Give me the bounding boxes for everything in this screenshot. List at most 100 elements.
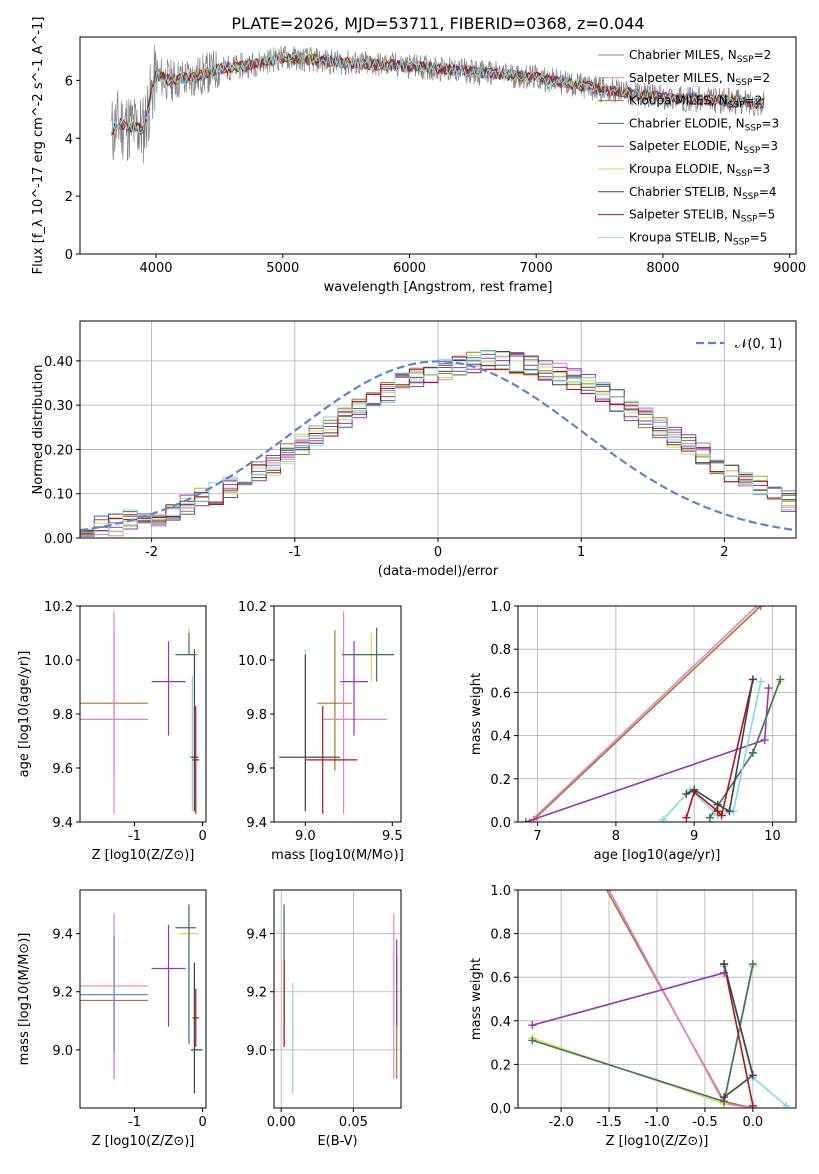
- x-tick-label: -1: [128, 1115, 141, 1130]
- weight-line: [529, 606, 758, 822]
- weight-marker: [748, 675, 757, 684]
- y-tick-label: 0.0: [490, 1102, 511, 1117]
- x-axis-label: age [log10(age/yr)]: [594, 848, 721, 863]
- x-tick-label: 2: [720, 545, 728, 560]
- x-tick-label: 0.05: [339, 1115, 368, 1130]
- y-axis-label: mass weight: [469, 958, 484, 1040]
- weight-line: [533, 606, 762, 821]
- weight-marker: [756, 677, 765, 686]
- y-axis-label: Flux [f_λ 10^-17 erg cm^-2 s^-1 A^-1]: [31, 17, 46, 275]
- y-tick-label: 0.00: [44, 532, 73, 547]
- y-tick-label: 9.0: [52, 1044, 73, 1059]
- y-tick-label: 9.6: [52, 762, 73, 777]
- y-tick-label: 0.10: [44, 488, 73, 503]
- legend: Chabrier MILES, NSSP=2 Salpeter MILES, NS…: [598, 48, 779, 247]
- weight-marker: [600, 882, 608, 890]
- y-axis-label: mass [log10(M/M⊙)]: [17, 933, 32, 1066]
- legend-entry: Chabrier STELIB, NSSP=4: [629, 185, 777, 202]
- x-tick-label: 0.0: [743, 1115, 764, 1130]
- y-tick-label: 9.4: [52, 816, 73, 831]
- x-axis-label: Z [log10(Z/Z⊙)]: [92, 1134, 195, 1149]
- y-tick-label: 10.0: [238, 654, 267, 669]
- x-tick-label: 5000: [266, 261, 299, 276]
- y-tick-label: 0.8: [490, 928, 511, 943]
- y-tick-label: 1.0: [490, 600, 511, 615]
- weight-marker: [748, 1101, 757, 1108]
- axes-frame: [273, 605, 402, 823]
- y-axis-label: mass weight: [469, 673, 484, 755]
- weight-line: [723, 963, 754, 1106]
- x-tick-label: 9: [690, 829, 698, 844]
- weight-line: [709, 679, 782, 819]
- weight-marker: [760, 735, 769, 744]
- axes-weight_vs_Z: -2.0 -1.5 -1.0 -0.5 0.0 0.0 0.2 0.4 0.6 0.8 1.0 Z […: [469, 882, 797, 1149]
- y-tick-label: 10.2: [44, 600, 73, 615]
- y-tick-label: 0.2: [490, 773, 511, 788]
- weight-marker: [764, 684, 773, 693]
- axes-frame: [79, 889, 207, 1109]
- plot-area: [111, 45, 765, 164]
- legend-entry: Chabrier ELODIE, NSSP=3: [629, 116, 779, 133]
- x-tick-label: -1: [128, 829, 141, 844]
- x-tick-label: 0: [198, 1115, 206, 1130]
- axes-spectrum: 4000 5000 6000 7000 8000 9000 0 2 4 6 wavelength […: [31, 17, 806, 295]
- y-axis-label: age [log10(age/yr)]: [17, 651, 32, 778]
- x-axis-label: (data-model)/error: [378, 564, 499, 579]
- x-tick-label: 8: [612, 829, 620, 844]
- axes-age_vs_mass: 9.0 9.5 9.4 9.6 9.8 10.0 10.2 mass [log10(M/M⊙)…: [238, 600, 404, 863]
- plot-area: [528, 882, 791, 1108]
- x-tick-label: -1.5: [596, 1115, 621, 1130]
- y-tick-label: 9.8: [52, 708, 73, 723]
- weight-line: [686, 679, 754, 813]
- weight-marker: [528, 1036, 537, 1045]
- weight-marker: [521, 818, 530, 822]
- y-tick-label: 0.40: [44, 355, 73, 370]
- axes-mass_vs_EBV: 0.00 0.05 9.0 9.2 9.4 E(B-V): [246, 889, 402, 1149]
- x-axis-label: Z [log10(Z/Z⊙)]: [92, 848, 195, 863]
- x-tick-label: -2.0: [548, 1115, 573, 1130]
- x-tick-label: 9.5: [382, 829, 403, 844]
- y-tick-label: 9.6: [246, 762, 267, 777]
- legend-entry: Chabrier MILES, NSSP=2: [629, 48, 771, 65]
- plot-area: [80, 350, 796, 537]
- axes-frame: [79, 36, 797, 255]
- weight-line: [723, 966, 787, 1107]
- weight-marker: [525, 818, 534, 822]
- axes-mass_vs_Z: -1 0 9.0 9.2 9.4 Z [log10(Z/Z⊙)] mass [log10(M…: [17, 889, 207, 1149]
- y-tick-label: 0.6: [490, 971, 511, 986]
- plot-area: [80, 904, 203, 1094]
- x-tick-label: 9000: [773, 261, 806, 276]
- x-tick-label: -2: [145, 545, 158, 560]
- x-tick-label: 4000: [139, 261, 172, 276]
- axes-frame: [517, 605, 797, 823]
- weight-marker: [725, 807, 734, 816]
- x-axis-label: E(B-V): [317, 1134, 357, 1149]
- y-tick-label: 0: [65, 248, 73, 263]
- axes-frame: [79, 605, 207, 823]
- weight-line: [532, 966, 754, 1105]
- weight-line: [532, 963, 754, 1103]
- legend-entry: Kroupa ELODIE, NSSP=3: [629, 162, 770, 179]
- y-tick-label: 0.2: [490, 1058, 511, 1073]
- x-axis-label: Z [log10(Z/Z⊙)]: [606, 1134, 709, 1149]
- weight-marker: [682, 813, 691, 822]
- y-tick-label: 9.0: [246, 1044, 267, 1059]
- weight-marker: [748, 748, 757, 757]
- x-tick-label: -1.0: [644, 1115, 669, 1130]
- y-tick-label: 0.0: [490, 816, 511, 831]
- weight-line: [525, 688, 770, 822]
- y-tick-label: 9.2: [246, 986, 267, 1001]
- legend-entry: Kroupa STELIB, NSSP=5: [629, 230, 767, 247]
- gaussian-curve: [80, 360, 796, 532]
- x-axis-label: wavelength [Angstrom, rest frame]: [324, 280, 553, 295]
- weight-marker: [748, 1071, 757, 1080]
- y-tick-label: 9.4: [246, 928, 267, 943]
- weight-marker: [528, 1021, 537, 1030]
- y-tick-label: 6: [65, 74, 73, 89]
- y-tick-label: 0.4: [490, 1015, 511, 1030]
- y-tick-label: 0.6: [490, 686, 511, 701]
- legend-entry: 𝒩(0, 1): [735, 337, 782, 352]
- y-tick-label: 0.8: [490, 643, 511, 658]
